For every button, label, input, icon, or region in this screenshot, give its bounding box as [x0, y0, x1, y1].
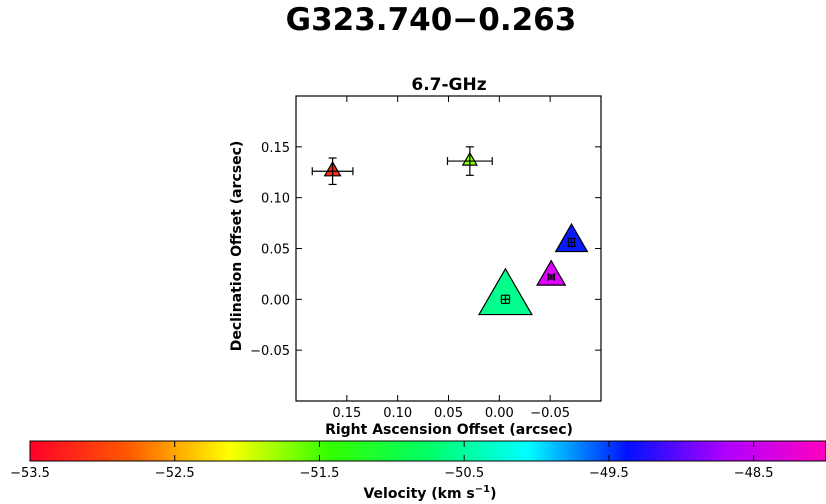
colorbar-tick-label: −52.5: [155, 466, 195, 481]
error-bar: [567, 237, 576, 248]
y-tick-label: 0.10: [261, 192, 290, 207]
error-bar: [547, 272, 556, 281]
plot-frame: [295, 95, 602, 402]
x-tick-label: −0.05: [530, 406, 570, 421]
y-tick-label: −0.05: [250, 344, 290, 359]
y-tick-label: 0.00: [261, 293, 290, 308]
colorbar-label-text: Velocity (km s: [363, 486, 474, 502]
colorbar-label: Velocity (km s−1): [363, 484, 496, 502]
colorbar-label-sup: −1: [475, 484, 490, 495]
x-axis: 0.15 0.10 0.05 0.00 −0.05: [332, 96, 570, 421]
x-tick-label: 0.10: [383, 406, 412, 421]
colorbar-tick-label: −51.5: [300, 466, 340, 481]
error-bar: [500, 294, 511, 304]
colorbar-ticks: −53.5 −52.5 −51.5 −50.5 −49.5 −48.5: [10, 441, 774, 481]
x-axis-label: Right Ascension Offset (arcsec): [325, 422, 573, 438]
colorbar-tick-label: −53.5: [10, 466, 50, 481]
data-point-triangle: [477, 267, 533, 316]
colorbar-tick-label: −48.5: [734, 466, 774, 481]
colorbar-tick-label: −49.5: [589, 466, 629, 481]
plot-area: [311, 146, 589, 316]
error-bar: [446, 146, 493, 176]
y-tick-label: 0.15: [261, 141, 290, 156]
colorbar-tick-label: −50.5: [444, 466, 484, 481]
colorbar: [29, 440, 826, 462]
x-tick-label: 0.15: [332, 406, 361, 421]
chart-title: 6.7-GHz: [411, 75, 486, 95]
figure-title: G323.740−0.263: [286, 2, 577, 38]
y-tick-label: 0.05: [261, 243, 290, 258]
data-point-triangle: [536, 259, 567, 286]
y-axis: 0.15 0.10 0.05 0.00 −0.05: [250, 141, 601, 359]
x-tick-label: 0.00: [485, 406, 514, 421]
y-axis-label: Declination Offset (arcsec): [229, 141, 245, 352]
error-bar: [311, 157, 354, 186]
colorbar-label-close: ): [490, 486, 496, 502]
x-tick-label: 0.05: [434, 406, 463, 421]
